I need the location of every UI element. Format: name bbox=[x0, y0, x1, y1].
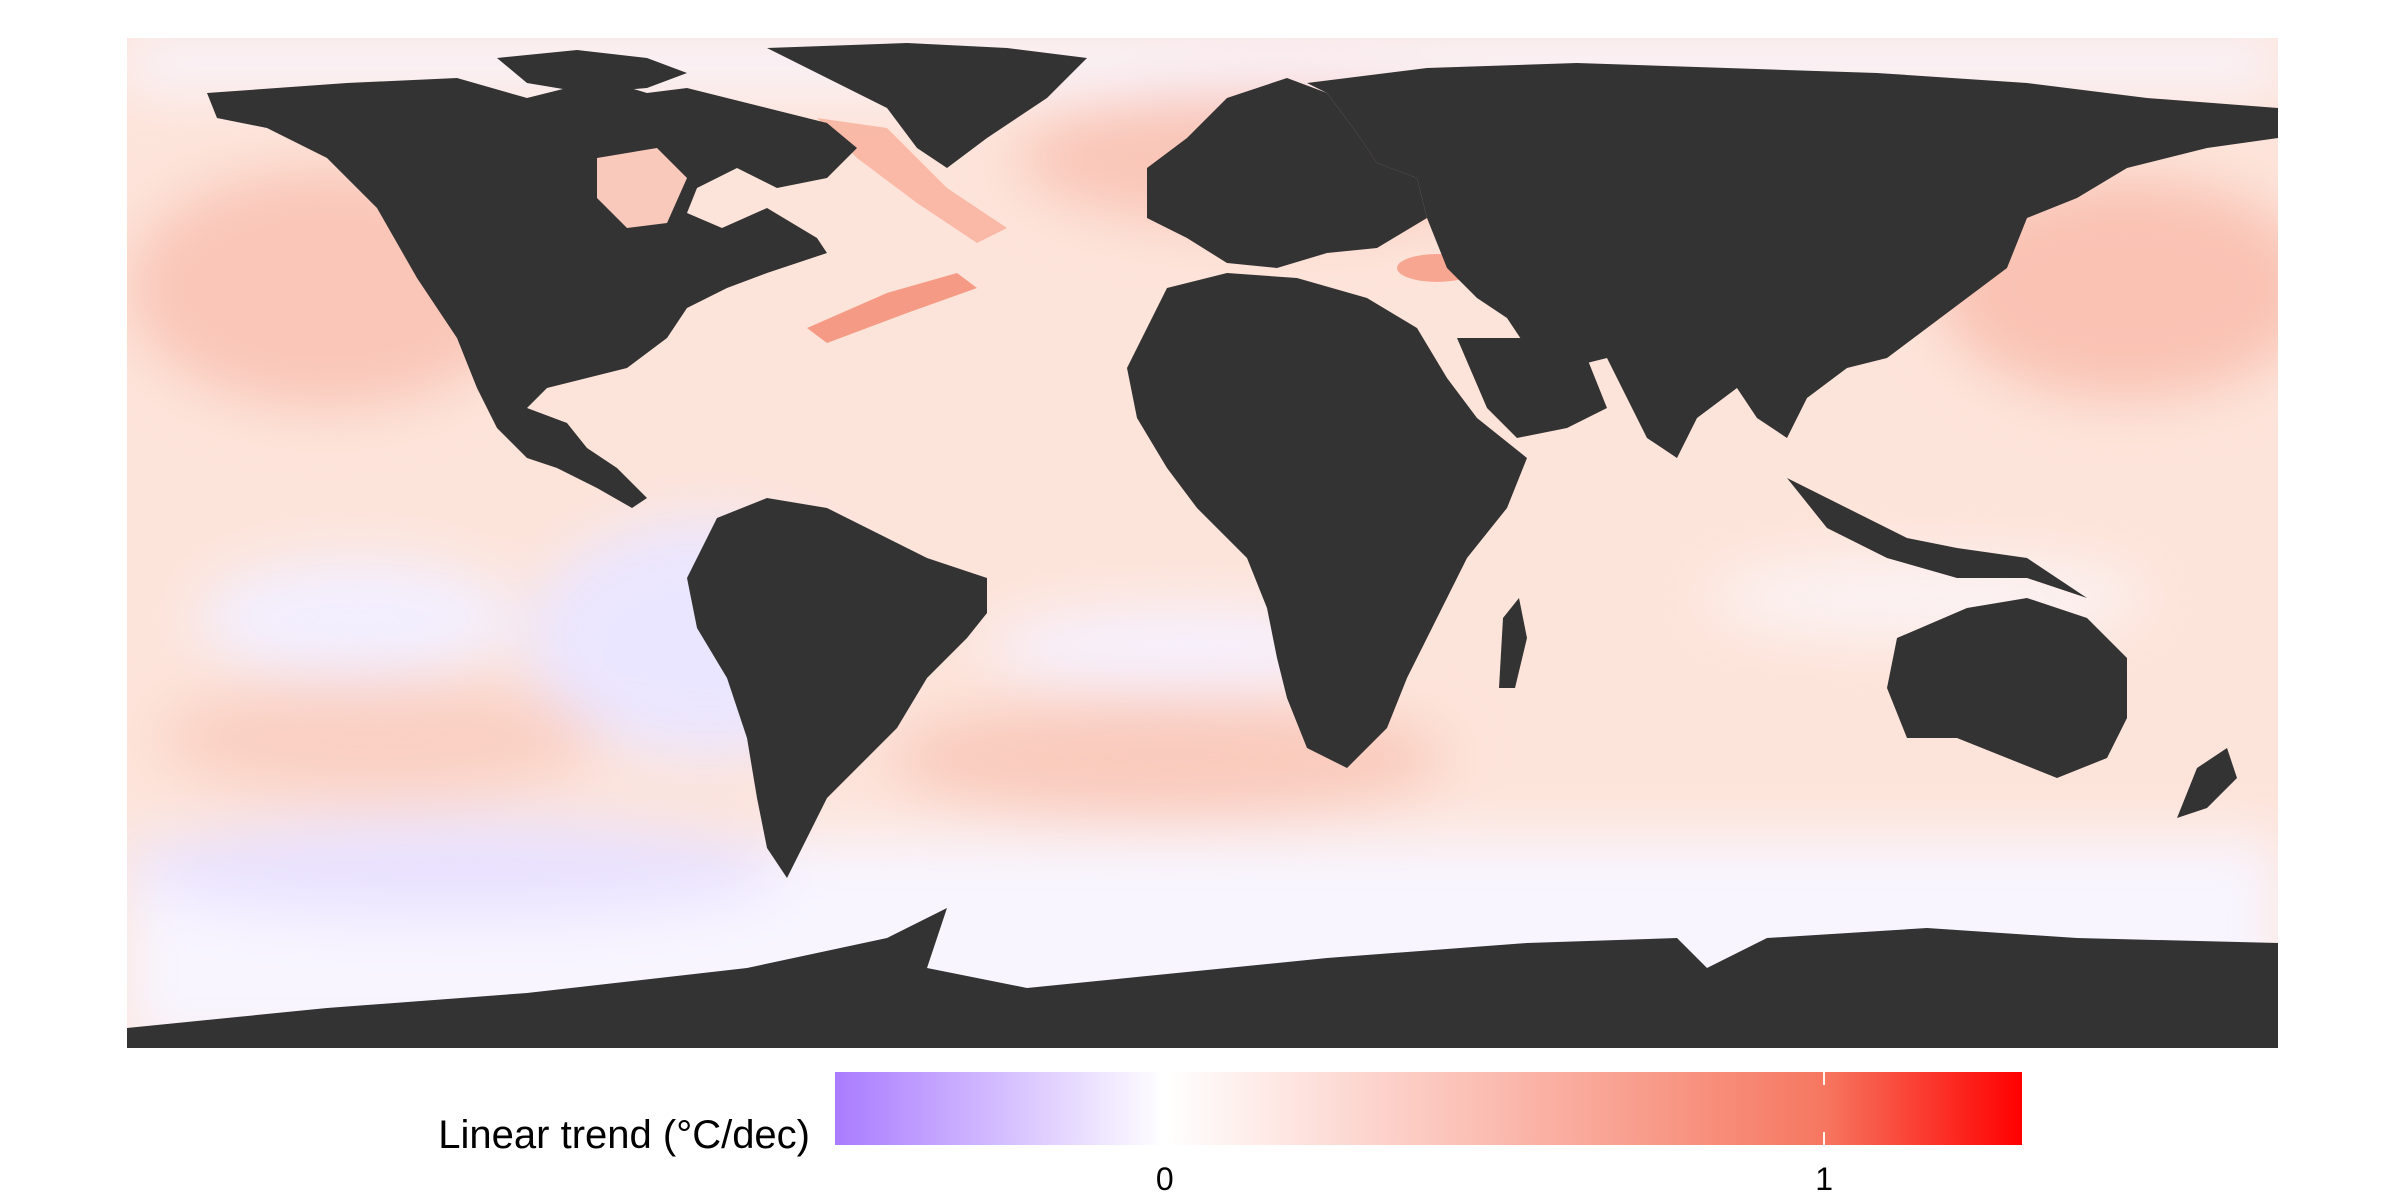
hudson-bay-water bbox=[597, 148, 687, 228]
europe-land bbox=[1147, 78, 1427, 268]
new-zealand-land bbox=[2177, 748, 2237, 818]
legend-title: Linear trend (°C/dec) bbox=[438, 1113, 810, 1157]
colorbar-tick-mark-top bbox=[1163, 1072, 1166, 1085]
greenland-land bbox=[767, 43, 1087, 168]
colorbar-tick-mark-top bbox=[1823, 1072, 1826, 1085]
land-masses bbox=[127, 43, 2278, 1048]
arctic-islands-land bbox=[497, 50, 687, 93]
madagascar-land bbox=[1499, 598, 1527, 688]
colorbar-tick-mark-bottom bbox=[1823, 1132, 1826, 1145]
colorbar-tick-label: 1 bbox=[1815, 1161, 1834, 1197]
colorbar-legend: Linear trend (°C/dec) 0 1 bbox=[0, 1065, 2400, 1200]
north-america-land bbox=[207, 78, 857, 508]
australia-land bbox=[1887, 598, 2127, 778]
antarctica-land bbox=[127, 908, 2278, 1048]
colorbar-tick-mark-bottom bbox=[1163, 1132, 1166, 1145]
arabia-land bbox=[1457, 338, 1607, 438]
south-america-land bbox=[687, 498, 987, 878]
maritime-continent-land bbox=[1787, 478, 2087, 598]
sst-trend-map bbox=[127, 38, 2278, 1048]
africa-land bbox=[1127, 273, 1527, 768]
colorbar bbox=[835, 1072, 2022, 1145]
colorbar-tick-label: 0 bbox=[1155, 1161, 1174, 1197]
